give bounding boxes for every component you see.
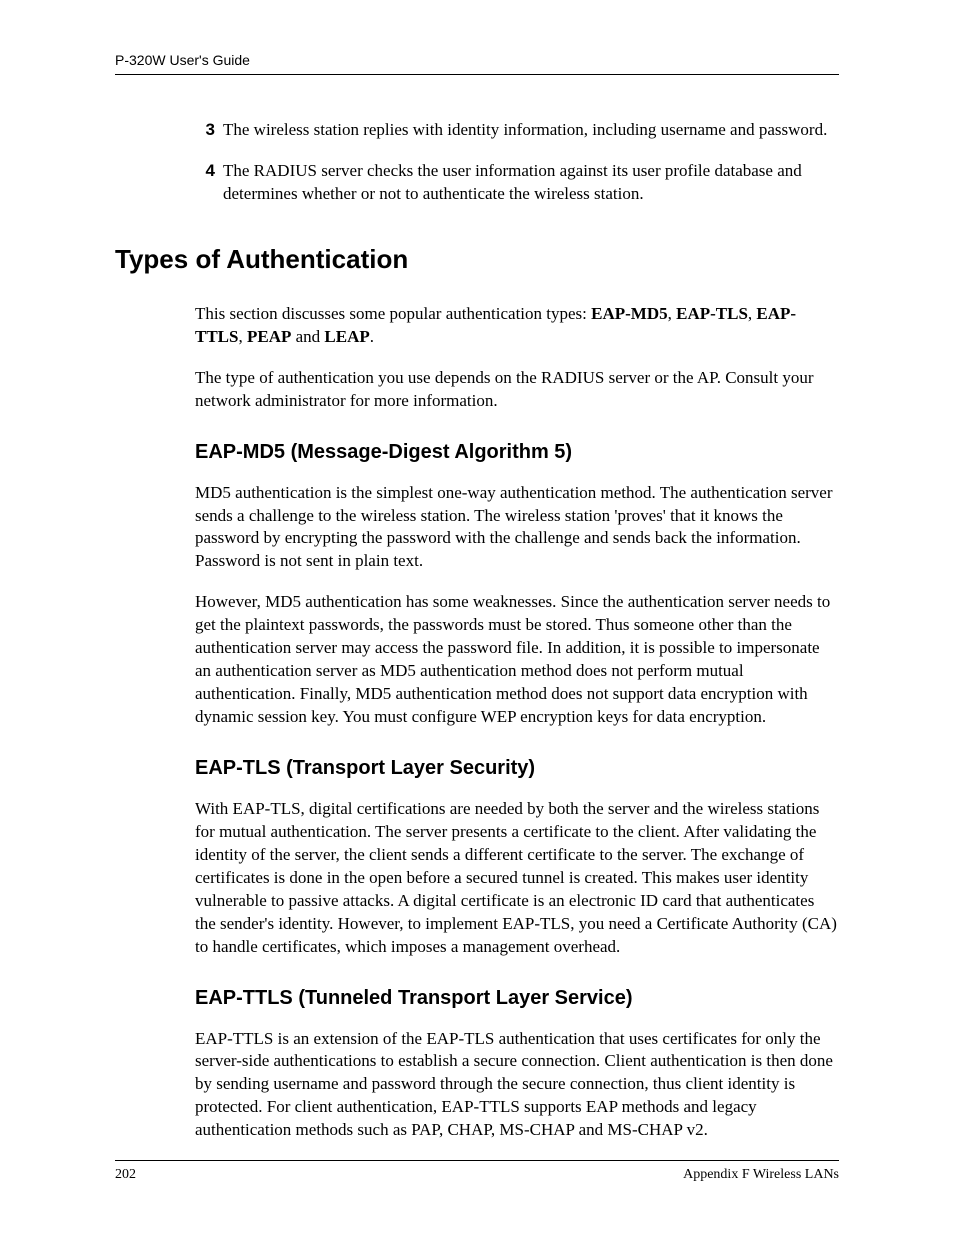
appendix-label: Appendix F Wireless LANs	[683, 1167, 839, 1183]
intro-paragraph-2: The type of authentication you use depen…	[195, 367, 839, 413]
step-number: 4	[195, 160, 215, 206]
intro-lead: This section discusses some popular auth…	[195, 304, 591, 323]
subsection-heading: EAP-TLS (Transport Layer Security)	[195, 757, 839, 780]
auth-type: LEAP	[324, 327, 369, 346]
numbered-steps: 3 The wireless station replies with iden…	[195, 119, 839, 206]
page-number: 202	[115, 1167, 136, 1183]
page-footer: 202 Appendix F Wireless LANs	[115, 1160, 839, 1183]
subsection-heading: EAP-TTLS (Tunneled Transport Layer Servi…	[195, 987, 839, 1010]
body-paragraph: MD5 authentication is the simplest one-w…	[195, 482, 839, 574]
intro-paragraph-1: This section discusses some popular auth…	[195, 303, 839, 349]
section-heading: Types of Authentication	[115, 244, 839, 275]
step-row: 3 The wireless station replies with iden…	[195, 119, 839, 142]
auth-type: PEAP	[247, 327, 291, 346]
step-number: 3	[195, 119, 215, 142]
subsection-heading: EAP-MD5 (Message-Digest Algorithm 5)	[195, 441, 839, 464]
page: P-320W User's Guide 3 The wireless stati…	[0, 0, 954, 1235]
body-paragraph: With EAP-TLS, digital certifications are…	[195, 798, 839, 959]
body-paragraph: EAP-TTLS is an extension of the EAP-TLS …	[195, 1028, 839, 1143]
step-text: The wireless station replies with identi…	[223, 119, 839, 142]
step-text: The RADIUS server checks the user inform…	[223, 160, 839, 206]
auth-type: EAP-TLS	[676, 304, 748, 323]
intro-tail: .	[370, 327, 374, 346]
body-paragraph: However, MD5 authentication has some wea…	[195, 591, 839, 729]
step-row: 4 The RADIUS server checks the user info…	[195, 160, 839, 206]
running-head: P-320W User's Guide	[115, 52, 839, 75]
auth-type: EAP-MD5	[591, 304, 667, 323]
